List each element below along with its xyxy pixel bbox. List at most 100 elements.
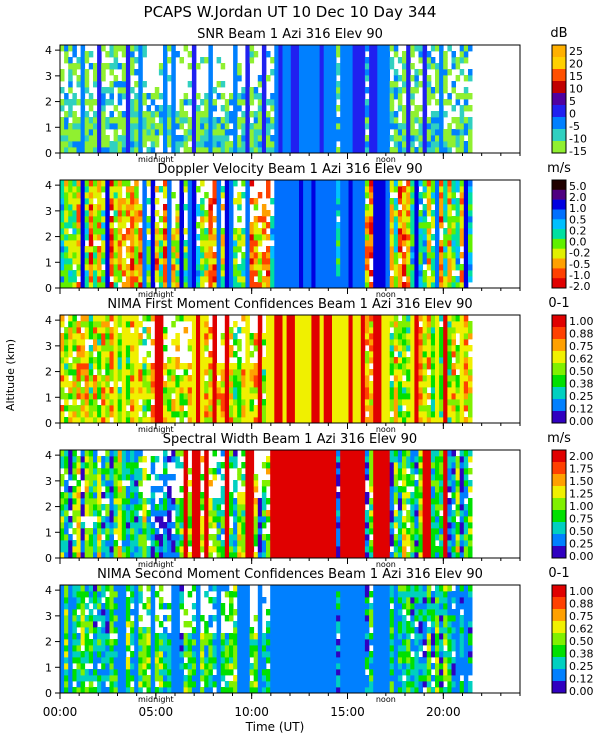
data-cell <box>68 369 73 376</box>
data-column <box>154 315 160 423</box>
data-column <box>294 180 300 288</box>
data-cell <box>109 492 114 499</box>
data-cell <box>435 591 440 598</box>
data-cell <box>154 486 160 493</box>
data-cell <box>175 315 180 322</box>
data-cell <box>229 417 234 424</box>
data-cell <box>224 99 230 106</box>
data-cell <box>142 393 147 400</box>
data-cell <box>191 675 197 682</box>
data-cell <box>130 462 135 469</box>
data-cell <box>220 240 226 247</box>
data-column <box>303 585 308 693</box>
data-cell <box>68 240 73 247</box>
data-cell <box>171 387 176 394</box>
data-cell <box>393 216 399 223</box>
data-cell <box>216 405 222 412</box>
data-cell <box>146 333 151 340</box>
data-cell <box>364 381 370 388</box>
data-column <box>360 45 366 153</box>
colorbar-swatch <box>552 69 566 82</box>
data-cell <box>430 621 436 628</box>
data-cell <box>422 411 428 418</box>
data-cell <box>68 69 73 76</box>
data-cell <box>439 264 444 271</box>
data-cell <box>430 375 436 382</box>
data-cell <box>84 57 90 64</box>
data-cell <box>393 69 399 76</box>
data-column <box>307 585 312 693</box>
data-cell <box>150 552 156 559</box>
data-cell <box>447 597 452 604</box>
data-cell <box>84 222 90 229</box>
data-cell <box>88 657 94 664</box>
data-cell <box>93 522 98 529</box>
data-cell <box>175 264 180 271</box>
data-cell <box>249 351 255 358</box>
data-cell <box>84 675 90 682</box>
data-cell <box>364 228 370 235</box>
data-cell <box>439 393 444 400</box>
data-cell <box>336 456 341 463</box>
data-cell <box>154 246 160 253</box>
data-cell <box>68 387 73 394</box>
data-cell <box>97 387 102 394</box>
data-cell <box>468 75 473 82</box>
data-cell <box>179 99 184 106</box>
data-cell <box>233 276 238 283</box>
data-cell <box>76 186 81 193</box>
data-cell <box>426 651 432 658</box>
data-cell <box>64 93 69 100</box>
data-cell <box>406 276 411 283</box>
data-cell <box>451 339 456 346</box>
data-cell <box>426 276 432 283</box>
data-cell <box>93 411 98 418</box>
data-cell <box>105 345 110 352</box>
data-cell <box>105 87 110 94</box>
data-cell <box>410 474 415 481</box>
data-cell <box>447 186 452 193</box>
y-tick-label: 3 <box>45 610 52 623</box>
data-cell <box>64 57 69 64</box>
data-cell <box>125 327 131 334</box>
data-cell <box>171 363 176 370</box>
data-cell <box>443 51 448 58</box>
data-cell <box>101 591 106 598</box>
data-cell <box>406 321 411 328</box>
data-cell <box>200 675 205 682</box>
data-cell <box>237 417 242 424</box>
data-cell <box>60 357 65 364</box>
data-cell <box>208 522 213 529</box>
data-cell <box>97 510 102 517</box>
data-cell <box>364 264 370 271</box>
data-cell <box>163 186 168 193</box>
data-cell <box>204 252 209 259</box>
data-cell <box>154 93 160 100</box>
data-cell <box>163 327 168 334</box>
data-cell <box>187 381 193 388</box>
data-cell <box>93 591 98 598</box>
data-cell <box>402 105 407 112</box>
data-column <box>303 45 308 153</box>
data-cell <box>72 345 77 352</box>
data-cell <box>463 534 469 541</box>
data-cell <box>163 381 168 388</box>
data-cell <box>266 129 271 136</box>
data-cell <box>389 591 395 598</box>
data-cell <box>134 282 139 289</box>
data-cell <box>130 87 135 94</box>
data-cell <box>158 117 164 124</box>
data-cell <box>249 651 255 658</box>
data-cell <box>443 657 448 664</box>
data-cell <box>97 603 102 610</box>
data-cell <box>167 540 172 547</box>
data-cell <box>76 480 81 487</box>
data-cell <box>430 411 436 418</box>
data-cell <box>430 93 436 100</box>
data-cell <box>410 663 415 670</box>
data-cell <box>208 393 213 400</box>
data-cell <box>439 210 444 217</box>
data-cell <box>80 597 86 604</box>
data-cell <box>459 474 465 481</box>
data-cell <box>468 45 473 52</box>
